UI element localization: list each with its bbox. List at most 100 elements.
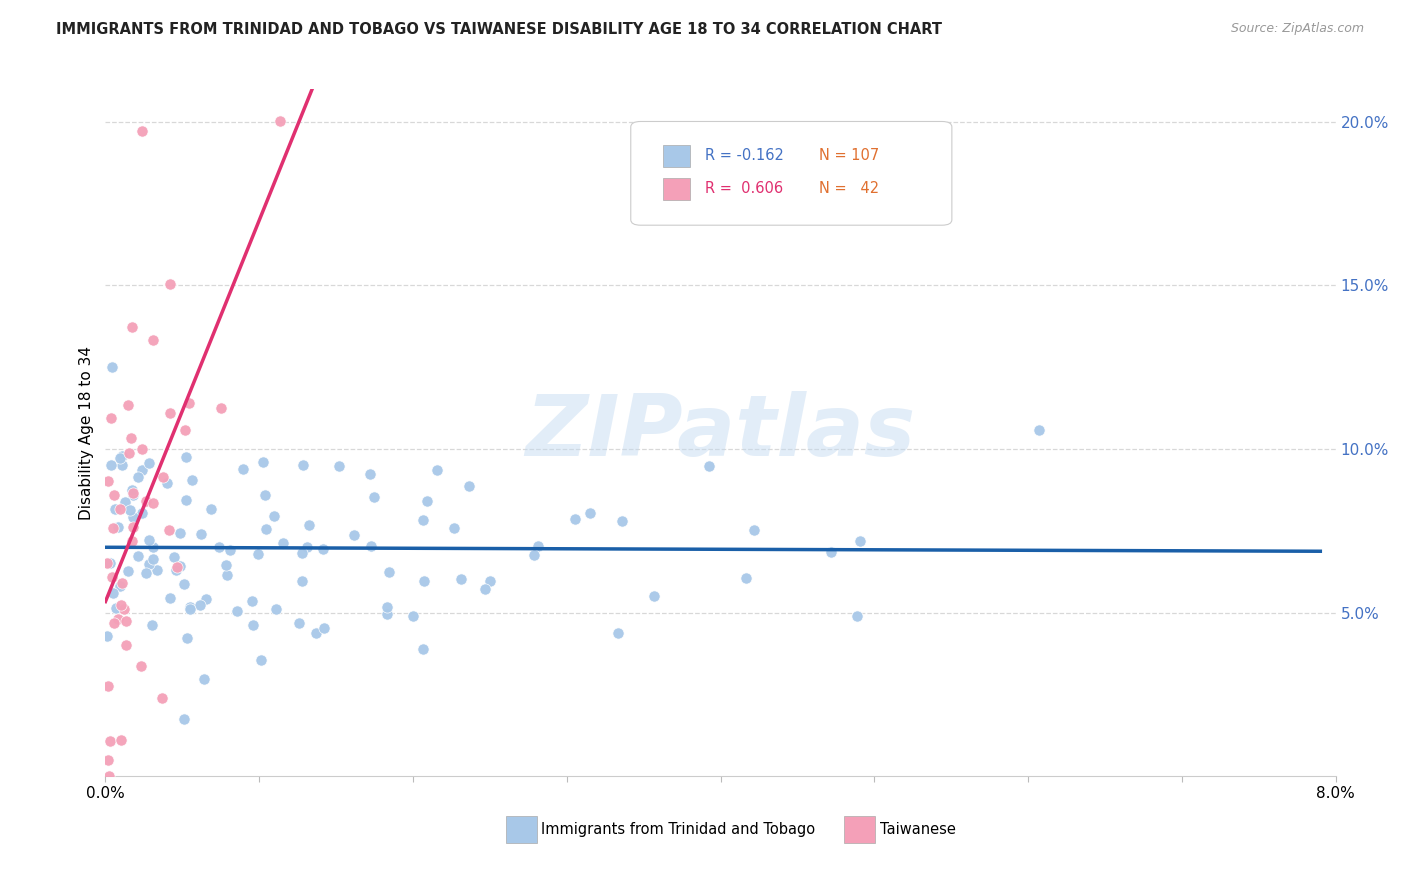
Point [138,558,160,572]
Point [176,632,198,646]
Point [121,519,143,533]
Point [115,638,138,652]
Point [359,467,381,481]
Point [450,572,472,586]
Point [108,451,131,466]
Point [97,474,120,488]
Point [193,672,215,686]
Y-axis label: Disability Age 18 to 34: Disability Age 18 to 34 [79,345,94,520]
Point [271,536,294,550]
Point [117,565,139,579]
Point [103,616,125,631]
Point [527,539,550,553]
Point [252,455,274,469]
Point [142,552,165,566]
Point [121,534,143,549]
Point [166,563,188,577]
Point [173,577,195,591]
Point [612,514,634,528]
Point [122,488,145,502]
Point [107,612,129,626]
Bar [662,178,690,200]
Point [156,476,179,491]
Point [131,658,153,673]
Point [179,599,201,614]
Point [225,604,247,618]
Point [179,602,201,616]
Point [142,496,165,510]
Point [152,470,174,484]
Text: Taiwanese: Taiwanese [880,822,956,837]
Point [104,600,127,615]
Point [425,463,447,477]
Point [101,586,124,600]
Point [142,540,165,554]
Point [458,479,481,493]
Point [1028,423,1050,437]
Point [247,547,270,561]
Text: IMMIGRANTS FROM TRINIDAD AND TOBAGO VS TAIWANESE DISABILITY AGE 18 TO 34 CORRELA: IMMIGRANTS FROM TRINIDAD AND TOBAGO VS T… [56,22,942,37]
Text: ZIPatlas: ZIPatlas [526,391,915,475]
Point [127,470,149,484]
Point [846,608,869,623]
Point [402,608,425,623]
Point [110,598,132,612]
Point [111,449,134,463]
Point [295,541,318,555]
Point [122,486,145,500]
Point [643,590,665,604]
Point [146,563,169,577]
Point [120,431,142,445]
Point [98,734,121,748]
Point [159,277,181,291]
Point [107,520,129,534]
Point [97,769,120,783]
Text: R = -0.162: R = -0.162 [704,148,783,163]
Point [734,571,756,585]
Text: N = 107: N = 107 [818,148,879,163]
Point [121,320,143,334]
Point [173,712,195,726]
Point [118,502,141,516]
Point [287,615,309,630]
Point [97,679,120,693]
Point [208,540,231,554]
Point [412,513,434,527]
Point [114,495,136,509]
Point [117,398,139,412]
Point [579,506,602,520]
Point [96,629,118,643]
Point [269,114,291,128]
Point [135,494,157,508]
Point [169,526,191,541]
Point [159,406,181,420]
Text: Immigrants from Trinidad and Tobago: Immigrants from Trinidad and Tobago [541,822,815,837]
Point [200,501,222,516]
Point [242,618,264,632]
Text: N =   42: N = 42 [818,181,879,196]
Point [174,493,197,508]
Point [312,541,335,556]
Point [264,602,287,616]
Point [131,442,153,457]
Point [96,556,118,570]
Point [169,558,191,573]
Point [108,579,131,593]
Point [131,506,153,520]
Point [742,523,765,537]
Point [100,458,122,473]
Point [253,488,276,502]
Point [111,576,134,591]
Point [138,456,160,470]
Point [112,602,135,616]
Point [98,556,121,570]
Point [304,626,326,640]
Point [159,591,181,606]
Point [135,566,157,581]
Point [564,512,586,526]
Point [166,560,188,574]
Point [190,526,212,541]
Point [607,626,630,640]
Point [479,574,502,588]
Point [291,546,314,560]
